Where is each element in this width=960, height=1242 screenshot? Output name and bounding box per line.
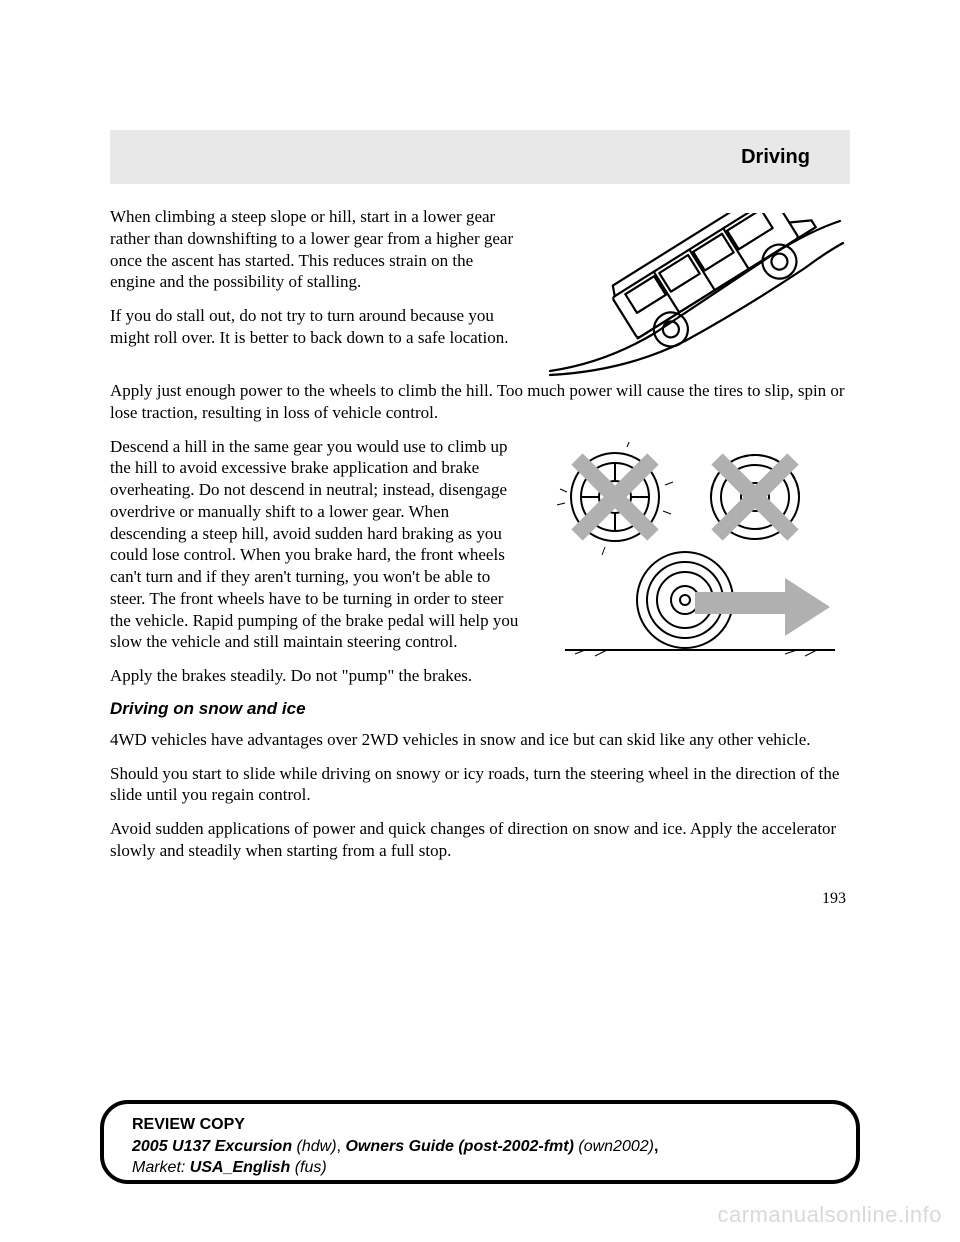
footer-model: 2005 U137 Excursion	[132, 1138, 292, 1155]
paragraph: Apply the brakes steadily. Do not "pump"…	[110, 665, 850, 687]
paragraph: Apply just enough power to the wheels to…	[110, 380, 850, 424]
body-block: When climbing a steep slope or hill, sta…	[110, 206, 850, 908]
section-title: Driving	[741, 146, 810, 169]
footer-review: REVIEW COPY	[132, 1116, 245, 1133]
paragraph: Should you start to slide while driving …	[110, 763, 850, 807]
footer-hdw: (hdw)	[292, 1138, 336, 1155]
footer-fus: (fus)	[290, 1159, 326, 1176]
illustration-hill	[540, 210, 850, 380]
paragraph: Avoid sudden applications of power and q…	[110, 818, 850, 862]
footer-market-label: Market:	[132, 1159, 190, 1176]
footer-comma: ,	[654, 1138, 658, 1155]
subheading: Driving on snow and ice	[110, 699, 850, 719]
page-content: Driving	[110, 130, 850, 908]
illustration-wheels	[540, 440, 850, 660]
footer-own: (own2002)	[574, 1138, 654, 1155]
section-header-band: Driving	[110, 130, 850, 184]
footer-market: USA_English	[190, 1159, 290, 1176]
footer-box: REVIEW COPY 2005 U137 Excursion (hdw), O…	[100, 1100, 860, 1184]
footer-guide: Owners Guide (post-2002-fmt)	[345, 1138, 573, 1155]
page-number: 193	[110, 890, 850, 908]
paragraph: 4WD vehicles have advantages over 2WD ve…	[110, 729, 850, 751]
watermark: carmanualsonline.info	[717, 1202, 942, 1228]
